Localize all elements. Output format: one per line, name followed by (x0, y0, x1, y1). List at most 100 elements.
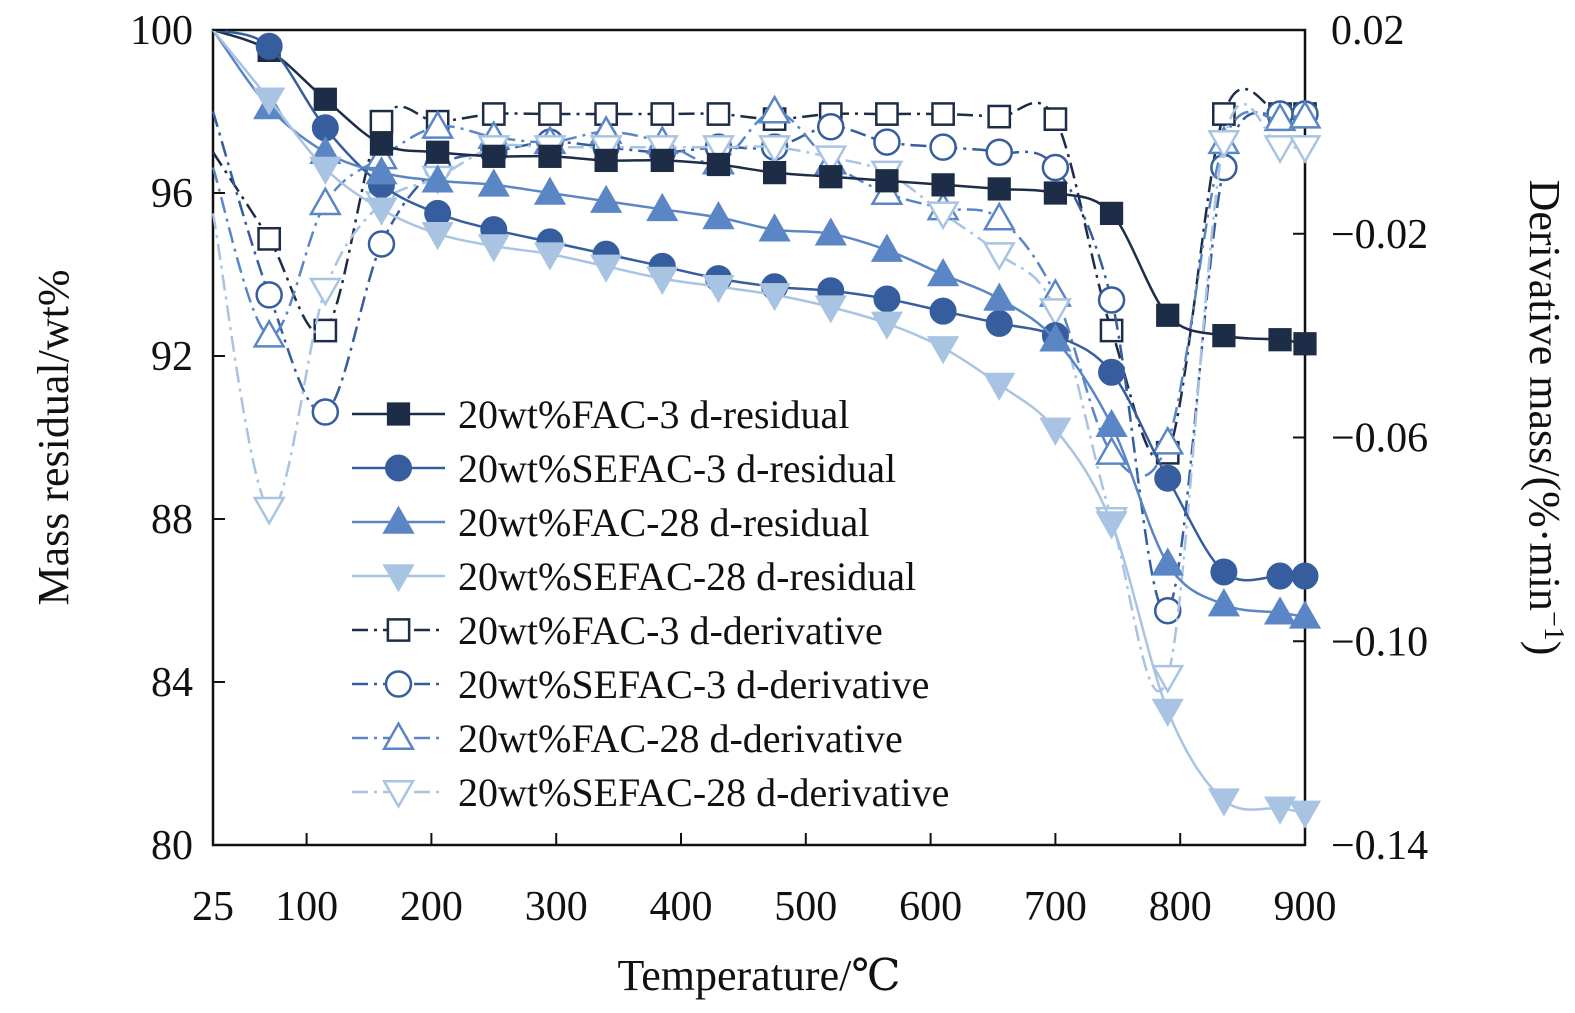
x-tick-label: 100 (275, 884, 338, 930)
data-point (365, 197, 398, 226)
data-point (1043, 181, 1068, 205)
data-point (926, 336, 960, 365)
x-tick-label: 500 (774, 884, 837, 930)
data-point (929, 133, 957, 161)
data-point (308, 277, 342, 307)
data-point (817, 113, 845, 141)
data-point (477, 168, 510, 197)
y-axis-title: Mass residual/wt% (29, 269, 78, 605)
data-point (1041, 153, 1070, 182)
data-point (1151, 664, 1185, 694)
legend-item: 20wt%SEFAC-3 d-residual (352, 446, 896, 491)
legend-label: 20wt%SEFAC-28 d-derivative (458, 770, 949, 815)
data-point (1156, 303, 1180, 327)
series-residual-3 (212, 29, 1322, 829)
data-point (1291, 562, 1319, 590)
data-point (1043, 107, 1068, 132)
legend-marker (384, 670, 413, 698)
y2-tick-label: −0.10 (1331, 619, 1428, 665)
y-tick-label: 96 (151, 171, 193, 217)
legend-marker (386, 402, 411, 426)
legend-item: 20wt%SEFAC-28 d-derivative (352, 770, 949, 815)
series-residual-2 (211, 29, 1322, 629)
y2-tick-label: 0.02 (1331, 8, 1405, 54)
data-point (1151, 547, 1184, 576)
data-point (646, 192, 679, 222)
data-point (252, 318, 286, 348)
data-point (987, 177, 1011, 201)
data-point (1212, 324, 1236, 348)
data-point (255, 281, 283, 309)
data-point (758, 213, 791, 242)
data-point (650, 148, 674, 173)
data-point (1288, 600, 1322, 629)
data-point (311, 398, 340, 426)
x-tick-label: 300 (525, 884, 588, 930)
data-point (758, 94, 792, 124)
data-point (875, 102, 899, 126)
y2-axis-title-superscript: −1 (1538, 611, 1569, 641)
legend-marker (382, 505, 415, 534)
data-point (875, 169, 899, 193)
legend-label: 20wt%FAC-3 d-derivative (458, 608, 883, 653)
y2-tick-label: −0.06 (1331, 416, 1428, 462)
data-point (1098, 358, 1126, 386)
data-point (1207, 788, 1240, 817)
y2-axis-title: Derivative mass/(%·min−1) (1520, 180, 1569, 656)
data-point (931, 102, 955, 126)
data-point (985, 138, 1013, 166)
legend-item: 20wt%FAC-28 d-residual (352, 500, 869, 545)
data-point (590, 184, 623, 213)
data-point (1288, 99, 1322, 129)
legend-label: 20wt%SEFAC-3 d-residual (458, 446, 896, 491)
x-tick-label: 800 (1149, 884, 1212, 930)
data-point (814, 295, 847, 324)
data-point (538, 102, 562, 126)
legend-label: 20wt%SEFAC-28 d-residual (458, 554, 916, 599)
data-point (762, 161, 787, 185)
x-tick-label: 25 (192, 884, 234, 930)
data-point (369, 109, 394, 134)
legend-marker (381, 721, 416, 751)
data-point (870, 233, 904, 262)
data-point (814, 217, 847, 246)
legend: 20wt%FAC-3 d-residual 20wt%SEFAC-3 d-resi… (352, 392, 949, 815)
legend-label: 20wt%SEFAC-3 d-derivative (458, 662, 929, 707)
y-tick-label: 92 (151, 334, 193, 380)
series-residual-0 (212, 28, 1317, 356)
data-point (477, 234, 510, 263)
data-point (313, 87, 337, 111)
legend-item: 20wt%FAC-3 d-residual (352, 392, 849, 437)
data-point (982, 201, 1016, 231)
data-point (365, 156, 398, 185)
legend-label: 20wt%FAC-3 d-residual (458, 392, 849, 437)
data-point (1039, 323, 1072, 352)
x-tick-label: 900 (1274, 884, 1337, 930)
data-point (1207, 588, 1240, 617)
data-point (1266, 562, 1294, 590)
data-point (931, 173, 955, 197)
data-point (1263, 796, 1297, 825)
data-point (309, 156, 342, 185)
data-point (873, 285, 901, 313)
data-point (1095, 511, 1128, 540)
data-point (646, 266, 679, 295)
data-point (983, 372, 1016, 401)
data-point (1210, 558, 1238, 586)
y2-axis-title-close: ) (1520, 641, 1569, 656)
data-point (369, 132, 394, 156)
data-point (814, 145, 848, 175)
data-point (257, 226, 282, 251)
legend-item: 20wt%SEFAC-28 d-residual (352, 554, 916, 599)
data-point (929, 297, 957, 325)
legend-marker (381, 779, 416, 809)
data-point (1263, 596, 1297, 625)
data-point (252, 496, 286, 526)
data-point (1039, 417, 1072, 446)
data-point (819, 165, 843, 189)
data-point (1212, 102, 1236, 126)
x-tick-label: 600 (899, 884, 962, 930)
data-point (1038, 298, 1072, 328)
x-tick-label: 200 (400, 884, 463, 930)
